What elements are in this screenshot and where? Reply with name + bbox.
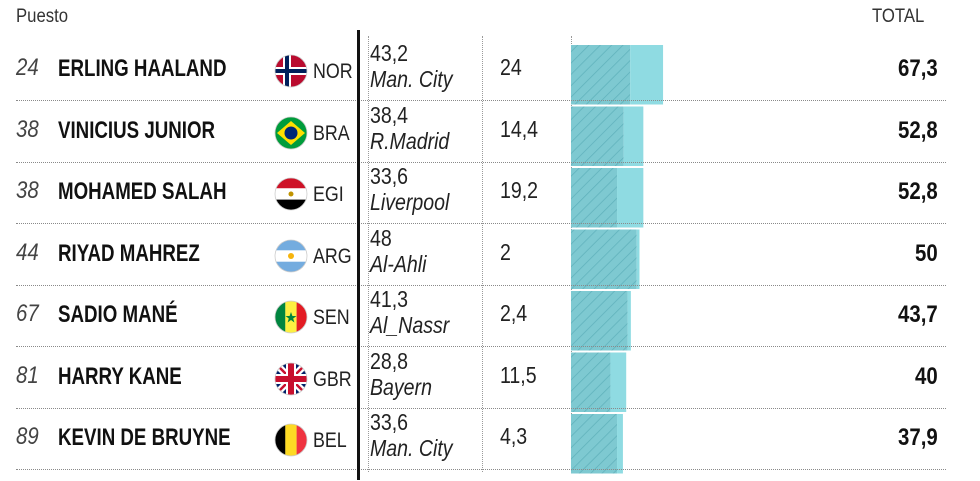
player-name: MOHAMED SALAH — [58, 178, 227, 205]
total-value: 37,9 — [898, 424, 938, 451]
belgium-flag-icon — [274, 423, 308, 457]
bar-segment-secondary — [636, 229, 640, 289]
value-secondary: 4,3 — [500, 423, 528, 449]
row-separator — [16, 223, 946, 224]
rank-value: 38 — [16, 115, 39, 143]
table-row: 38 VINICIUS JUNIOR BRA 38,4 R.Madrid 14,4 52,8 — [16, 102, 946, 163]
total-value: 52,8 — [898, 116, 938, 144]
bar-segment-primary — [571, 291, 628, 351]
rank-value: 44 — [16, 238, 39, 266]
egypt-flag-icon — [274, 177, 308, 211]
club-name: Bayern — [370, 373, 432, 400]
bar-segment-primary — [571, 45, 631, 105]
value-primary: 48 — [370, 224, 392, 251]
rank-value: 89 — [16, 423, 39, 450]
club-name: Liverpool — [370, 189, 450, 215]
row-separator — [16, 346, 946, 347]
table-row: 89 KEVIN DE BRUYNE BEL 33,6 Man. City 4,3 37,9 — [16, 409, 946, 470]
row-separator — [16, 161, 946, 163]
bar-segment-primary — [571, 106, 624, 166]
table-row: 81 HARRY KANE GBR 28,8 Bayern 11,5 40 — [16, 348, 946, 409]
table-row: 44 RIYAD MAHREZ ARG 48 Al-Ahli 2 50 — [16, 225, 946, 286]
club-name: Man. City — [370, 435, 453, 461]
row-separator — [16, 407, 946, 409]
main-divider — [357, 30, 360, 480]
row-separator — [16, 469, 946, 470]
bar-segment-primary — [571, 168, 618, 228]
value-secondary: 2,4 — [500, 300, 528, 326]
bar-segment-secondary — [627, 291, 631, 351]
column-divider-left — [368, 36, 369, 472]
country-code: GBR — [313, 367, 352, 391]
bar-segment-secondary — [610, 352, 627, 412]
country-code: SEN — [313, 306, 350, 329]
bar-segment-secondary — [617, 168, 644, 228]
rank-value: 24 — [16, 54, 39, 81]
norway-flag-icon — [274, 54, 308, 88]
value-primary: 38,4 — [370, 101, 409, 128]
bar-segment-secondary — [623, 106, 644, 166]
senegal-flag-icon — [274, 300, 308, 334]
rank-column-header: Puesto — [16, 6, 69, 27]
total-value: 67,3 — [898, 55, 938, 82]
club-name: Al-Ahli — [370, 250, 427, 277]
player-name: VINICIUS JUNIOR — [58, 116, 216, 144]
country-code: BRA — [313, 121, 350, 145]
country-code: NOR — [313, 60, 353, 83]
value-secondary: 11,5 — [500, 361, 537, 388]
value-secondary: 14,4 — [500, 115, 539, 142]
rank-value: 38 — [16, 177, 39, 204]
value-secondary: 19,2 — [500, 177, 539, 203]
brazil-flag-icon — [274, 116, 308, 149]
country-code: ARG — [313, 244, 352, 268]
value-primary: 28,8 — [370, 347, 409, 374]
country-code: BEL — [313, 429, 347, 452]
player-name: RIYAD MAHREZ — [58, 239, 200, 267]
value-secondary: 24 — [500, 54, 522, 80]
value-primary: 41,3 — [370, 286, 409, 312]
total-value: 50 — [915, 239, 938, 267]
column-divider-mid — [482, 36, 483, 472]
player-name: SADIO MANÉ — [58, 301, 178, 328]
total-value: 43,7 — [898, 301, 938, 328]
value-secondary: 2 — [500, 238, 511, 265]
value-primary: 33,6 — [370, 163, 409, 189]
bar-segment-secondary — [630, 45, 664, 105]
player-name: ERLING HAALAND — [58, 55, 227, 82]
table-row: 24 ERLING HAALAND NOR 43,2 Man. City 24 67,3 — [16, 40, 946, 101]
player-name: HARRY KANE — [58, 362, 182, 390]
argentina-flag-icon — [274, 239, 308, 272]
value-primary: 43,2 — [370, 40, 409, 66]
total-value: 52,8 — [898, 178, 938, 205]
total-column-header: TOTAL — [872, 6, 925, 27]
bar-segment-primary — [571, 229, 637, 289]
value-primary: 33,6 — [370, 409, 409, 435]
club-name: R.Madrid — [370, 127, 450, 154]
country-code: EGI — [313, 183, 344, 206]
row-separator — [16, 284, 946, 286]
club-name: Man. City — [370, 66, 453, 92]
total-value: 40 — [915, 362, 938, 390]
row-separator — [16, 100, 946, 101]
bar-segment-primary — [571, 352, 611, 412]
bar-segment-secondary — [617, 414, 623, 474]
club-name: Al_Nassr — [370, 312, 450, 338]
table-row: 67 SADIO MANÉ SEN 41,3 Al_Nassr 2,4 43,7 — [16, 286, 946, 347]
table-row: 38 MOHAMED SALAH EGI 33,6 Liverpool 19,2 52,8 — [16, 163, 946, 224]
rank-value: 81 — [16, 361, 39, 389]
rank-value: 67 — [16, 300, 39, 327]
player-name: KEVIN DE BRUYNE — [58, 424, 231, 451]
bar-segment-primary — [571, 414, 618, 474]
uk-flag-icon — [274, 362, 308, 395]
